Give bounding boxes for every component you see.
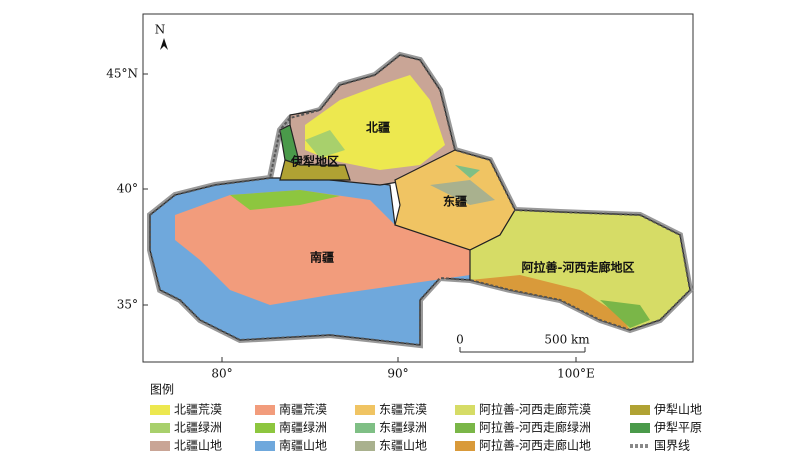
legend-swatch [355, 423, 375, 433]
legend-swatch [630, 423, 650, 433]
legend-label: 东疆绿洲 [379, 420, 427, 435]
region-label: 阿拉善-河西走廊地区 [522, 260, 635, 275]
lat-label: 45°N [106, 67, 138, 81]
scale-label: 0 [456, 333, 464, 347]
legend-swatch [455, 423, 475, 433]
legend-swatch [150, 405, 170, 415]
region-label: 伊犁地区 [290, 154, 339, 169]
national-border [149, 53, 692, 347]
region-east-mountain [430, 180, 495, 205]
legend-swatch [630, 405, 650, 415]
region-east-oasis [455, 165, 480, 178]
legend-swatch [150, 423, 170, 433]
region-ili-mountain [279, 159, 351, 181]
north-arrow [160, 38, 168, 50]
legend-label: 国界线 [654, 439, 690, 453]
lat-label: 40° [117, 182, 138, 196]
legend-label: 南疆荒漠 [279, 402, 327, 417]
legend-swatch [255, 423, 275, 433]
legend-label: 伊犁山地 [654, 403, 702, 417]
legend-swatch [355, 441, 375, 451]
lon-label: 90° [387, 367, 408, 381]
legend-swatch [355, 405, 375, 415]
legend-title: 图例 [150, 383, 174, 397]
legend-label: 阿拉善-河西走廊绿洲 [479, 420, 591, 435]
region-alashan-mountain [470, 275, 630, 330]
lon-label: 80° [211, 367, 232, 381]
legend-label: 阿拉善-河西走廊荒漠 [479, 402, 591, 417]
region-north-oasis [305, 130, 345, 158]
legend-swatch [455, 405, 475, 415]
legend-swatch [455, 441, 475, 451]
legend-label: 阿拉善-河西走廊山地 [479, 438, 591, 453]
lat-label: 35° [117, 298, 138, 312]
region-label: 南疆 [310, 250, 334, 265]
region-south-oasis [230, 190, 340, 210]
legend-label: 南疆绿洲 [279, 420, 327, 435]
region-label: 北疆 [366, 120, 390, 135]
legend-swatch [150, 441, 170, 451]
legend-label: 北疆荒漠 [174, 403, 222, 417]
region-label: 东疆 [443, 194, 467, 209]
legend-swatch [255, 441, 275, 451]
legend-label: 东疆荒漠 [379, 403, 427, 417]
north-label: N [155, 23, 166, 37]
legend-label: 东疆山地 [379, 439, 427, 453]
legend-label: 北疆山地 [174, 439, 222, 453]
region-south-desert [175, 190, 470, 305]
legend-label: 南疆山地 [279, 438, 327, 453]
legend-swatch [255, 405, 275, 415]
legend-label: 北疆绿洲 [174, 420, 222, 435]
scale-label: 500 km [544, 333, 590, 347]
region-alashan-oasis [600, 300, 650, 328]
legend-label: 伊犁平原 [654, 421, 702, 435]
lon-label: 100°E [557, 367, 595, 381]
